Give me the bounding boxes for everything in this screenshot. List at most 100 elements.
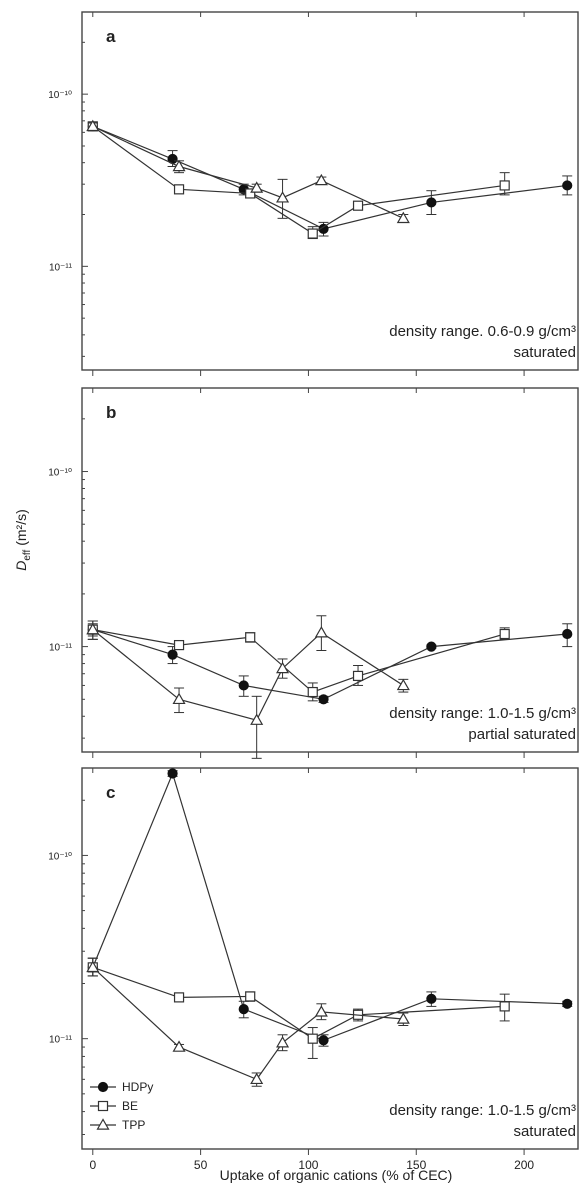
x-tick-label: 50 [194,1158,208,1172]
series-line [92,966,505,1040]
data-point [250,713,264,725]
data-point [314,1005,328,1017]
data-point [318,1035,329,1046]
data-point [172,159,186,172]
x-tick-label: 150 [406,1158,426,1172]
series-HDPy [87,768,573,1047]
y-axis-label-sub: eff [22,549,33,560]
legend: HDPy BE TPP [90,1080,153,1132]
data-point [396,211,410,224]
panel-label: a [106,27,116,46]
data-point [318,223,329,234]
data-point [396,678,410,691]
legend-marker [97,1081,109,1093]
series-line [92,125,505,235]
data-point [172,692,186,705]
data-point [173,639,185,651]
series-TPP [86,119,410,224]
data-point [86,960,100,973]
data-point [499,628,510,640]
x-axis-label: Uptake of organic cations (% of CEC) [220,1167,453,1183]
data-point [307,1033,318,1044]
y-axis-label-rest: (m²/s) [13,509,29,549]
series-line [92,125,568,230]
x-tick-label: 0 [89,1158,96,1172]
data-point [86,119,100,132]
data-point [238,1004,249,1015]
y-tick-label: 10⁻¹⁰ [48,468,72,479]
data-point [314,173,328,186]
panel-note-line1: density range: 1.0-1.5 g/cm³ [389,705,576,722]
y-tick-label: 10⁻¹¹ [49,262,73,273]
data-point [352,200,364,211]
y-axis-label: Deff (m²/s) [13,509,33,571]
x-tick-label: 200 [514,1158,534,1172]
data-point [426,641,437,652]
series-line [92,629,505,693]
data-point [352,670,364,682]
data-point [86,622,100,635]
series-line [92,629,568,700]
panel-label: b [106,403,116,422]
series-line [92,629,404,721]
data-point [238,680,249,691]
y-tick-label: 10⁻¹¹ [49,643,73,654]
legend-marker [97,1100,109,1112]
panel-note-line2: saturated [513,1123,576,1140]
y-tick-label: 10⁻¹⁰ [48,851,72,862]
data-point [314,626,328,638]
series-line [92,125,404,219]
y-tick-label: 10⁻¹⁰ [48,90,72,101]
panel-b: 10⁻¹⁰ 10⁻¹¹ b density range: 1.0-1.5 g/cm³ p… [48,387,579,759]
data-point [172,1040,186,1052]
plot-frame [81,11,579,371]
data-point [276,191,290,203]
data-point [426,993,437,1004]
legend-label: TPP [122,1118,145,1132]
x-tick-label: 100 [298,1158,318,1172]
data-point [245,632,256,643]
data-point [167,649,178,660]
legend-marker [96,1118,110,1130]
y-axis-label-main: D [13,561,29,571]
data-point [499,180,510,191]
panel-note-line2: partial saturated [468,726,576,743]
data-point [173,992,185,1003]
data-point [173,184,185,195]
data-point [562,180,573,191]
plot-frame [81,387,579,753]
data-point [167,768,178,779]
series-TPP [86,615,410,759]
series-TPP [86,957,410,1087]
data-point [426,197,437,208]
data-point [245,991,256,1002]
data-point [250,1072,264,1085]
legend-label: HDPy [122,1080,153,1094]
series-BE [87,957,510,1059]
plot-frame [81,767,579,1150]
panel-c: 10⁻¹⁰ 10⁻¹¹ 0 50 100 150 200 c density range: 1.… [48,767,579,1172]
data-point [307,228,318,239]
panel-note-line1: density range: 1.0-1.5 g/cm³ [389,1102,576,1119]
data-point [276,661,290,674]
legend-label: BE [122,1099,138,1113]
data-point [562,998,573,1009]
data-point [250,181,264,193]
data-point [499,1001,510,1012]
data-point [396,1012,410,1024]
series-BE [87,121,510,240]
panel-note-line2: saturated [513,344,576,361]
panel-a: 10⁻¹⁰ 10⁻¹¹ a density range. 0.6-0.9 g/cm³ s… [48,11,579,376]
series-BE [87,620,510,702]
data-point [318,694,329,705]
series-line [92,966,404,1081]
y-tick-label: 10⁻¹¹ [49,1035,73,1046]
panel-note-line1: density range. 0.6-0.9 g/cm³ [389,323,576,340]
series-line [92,771,568,1041]
data-point [276,1036,290,1048]
data-point [307,686,318,698]
data-point [245,188,256,199]
data-point [562,628,573,640]
